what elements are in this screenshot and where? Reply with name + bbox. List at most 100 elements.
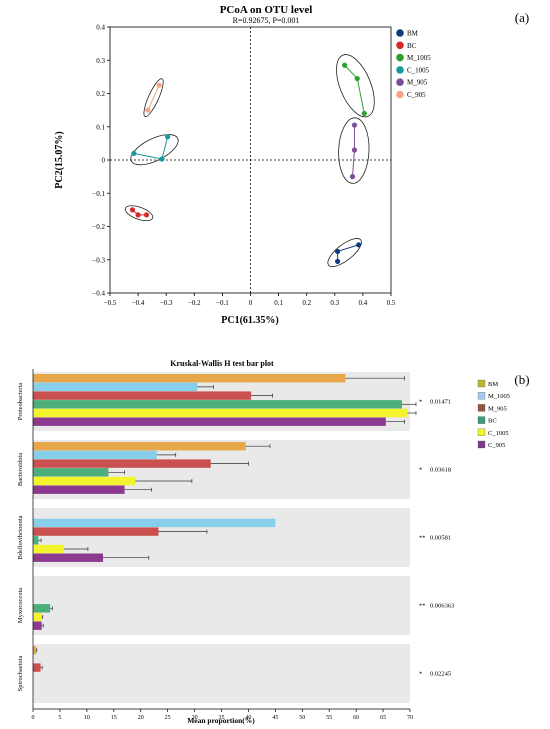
bar-legend: BM M_1005 M_905 BC C_1005 C_905 xyxy=(477,379,510,449)
pcoa-title: PCoA on OTU level xyxy=(220,4,313,16)
category-label: Bdellovibrionota xyxy=(17,515,24,559)
legend-swatch xyxy=(477,440,486,449)
group-link xyxy=(337,244,359,252)
data-point xyxy=(349,174,356,180)
category-label: Proteobacteria xyxy=(17,383,24,421)
x-tick-label: 0.3 xyxy=(330,299,339,307)
group-link xyxy=(133,152,163,160)
data-point xyxy=(145,107,151,113)
bar xyxy=(33,476,136,486)
pcoa-subtitle: R=0.92675, P=0.001 xyxy=(233,16,300,25)
x-tick-label: 0.2 xyxy=(302,299,311,307)
confidence-ellipse xyxy=(327,238,362,268)
bar xyxy=(33,646,37,655)
x-tick-label: 0 xyxy=(32,715,35,721)
category-band xyxy=(33,576,410,635)
significance-stars: * xyxy=(419,399,422,406)
confidence-ellipse xyxy=(338,117,370,184)
bar xyxy=(33,391,252,400)
y-tick-label: −0.3 xyxy=(92,256,105,264)
data-point xyxy=(131,150,137,156)
confidence-ellipse xyxy=(124,205,154,222)
bar xyxy=(33,400,402,409)
x-tick-label: 55 xyxy=(326,715,332,721)
legend-label: C_905 xyxy=(488,442,505,449)
x-tick-label: 60 xyxy=(353,715,359,721)
legend-label: M_1005 xyxy=(488,393,510,400)
bar xyxy=(33,459,211,468)
data-point xyxy=(129,207,136,213)
legend-swatch xyxy=(477,392,486,400)
p-value: 0.01471 xyxy=(430,399,451,406)
bar xyxy=(33,663,41,672)
bar xyxy=(33,518,276,528)
group-link xyxy=(352,149,355,177)
pcoa-x-axis-label: PC1(61.35%) xyxy=(221,315,279,326)
bar xyxy=(33,544,64,554)
pcoa-plot: −0.5 −0.4 −0.3 −0.2 −0.1 0 0.1 0.2 0.3 0.4 0.50.40… xyxy=(92,24,396,308)
bar xyxy=(33,468,109,477)
legend-label: M_1005 xyxy=(407,54,431,62)
x-tick-label: −0.3 xyxy=(160,299,173,307)
significance-stars: * xyxy=(419,467,422,474)
x-tick-label: 50 xyxy=(299,715,305,721)
p-value: 0.006363 xyxy=(430,603,454,610)
x-tick-label: 0 xyxy=(249,299,253,307)
legend-swatch xyxy=(477,428,486,436)
x-tick-label: 35 xyxy=(219,715,225,721)
data-point xyxy=(342,62,348,68)
legend-marker xyxy=(396,90,404,99)
bar-plot: Proteobacteria * 0.01471 Bacteroidota * 0.036… xyxy=(17,369,454,721)
p-value: 0.00581 xyxy=(430,535,451,542)
y-tick-label: 0.2 xyxy=(96,90,105,98)
bar-title: Kruskal-Wallis H test bar plot xyxy=(170,359,274,368)
category-label: Spirochaetota xyxy=(17,656,24,692)
pcoa-y-axis-label: PC2(15.07%) xyxy=(54,131,65,189)
legend-marker xyxy=(396,29,404,37)
group-link xyxy=(147,84,160,111)
bar xyxy=(33,408,408,418)
x-tick-label: 45 xyxy=(272,715,278,721)
legend-label: BM xyxy=(488,381,498,388)
legend-swatch xyxy=(477,416,486,424)
x-tick-label: 70 xyxy=(407,715,413,721)
legend-label: M_905 xyxy=(488,405,507,412)
data-point xyxy=(356,242,362,248)
data-point xyxy=(354,75,360,82)
legend-marker xyxy=(396,53,404,62)
x-tick-label: 30 xyxy=(192,715,198,721)
x-tick-label: 25 xyxy=(165,715,171,721)
data-point xyxy=(156,82,162,88)
legend-label: BC xyxy=(407,42,417,50)
panel-b-label: (b) xyxy=(514,372,529,387)
bar xyxy=(33,536,39,545)
bar xyxy=(33,442,246,451)
category-band xyxy=(33,644,410,703)
x-tick-label: −0.4 xyxy=(132,299,145,307)
y-tick-label: 0 xyxy=(102,157,106,165)
bar xyxy=(33,612,42,622)
data-point xyxy=(361,110,367,117)
x-tick-label: 40 xyxy=(245,715,251,721)
legend-marker xyxy=(396,41,404,50)
significance-stars: * xyxy=(419,671,422,678)
x-tick-label: 20 xyxy=(138,715,144,721)
legend-swatch xyxy=(477,379,486,388)
confidence-ellipse xyxy=(336,54,375,118)
legend-marker xyxy=(396,78,404,86)
x-tick-label: 0.5 xyxy=(387,299,396,307)
panel-a-label: (a) xyxy=(515,10,529,25)
data-point xyxy=(335,258,341,265)
data-point xyxy=(135,212,141,218)
p-value: 0.03618 xyxy=(430,467,451,474)
x-tick-label: −0.1 xyxy=(216,299,229,307)
data-point xyxy=(351,147,358,153)
pcoa-legend: BM BC M_1005 C_1005 M_905 C_905 xyxy=(396,29,431,99)
y-tick-label: −0.4 xyxy=(92,290,105,298)
bar xyxy=(33,374,346,383)
x-tick-label: 0.4 xyxy=(359,299,368,307)
legend-label: C_1005 xyxy=(407,66,430,74)
bar xyxy=(33,382,198,392)
legend-label: C_1005 xyxy=(488,430,509,437)
